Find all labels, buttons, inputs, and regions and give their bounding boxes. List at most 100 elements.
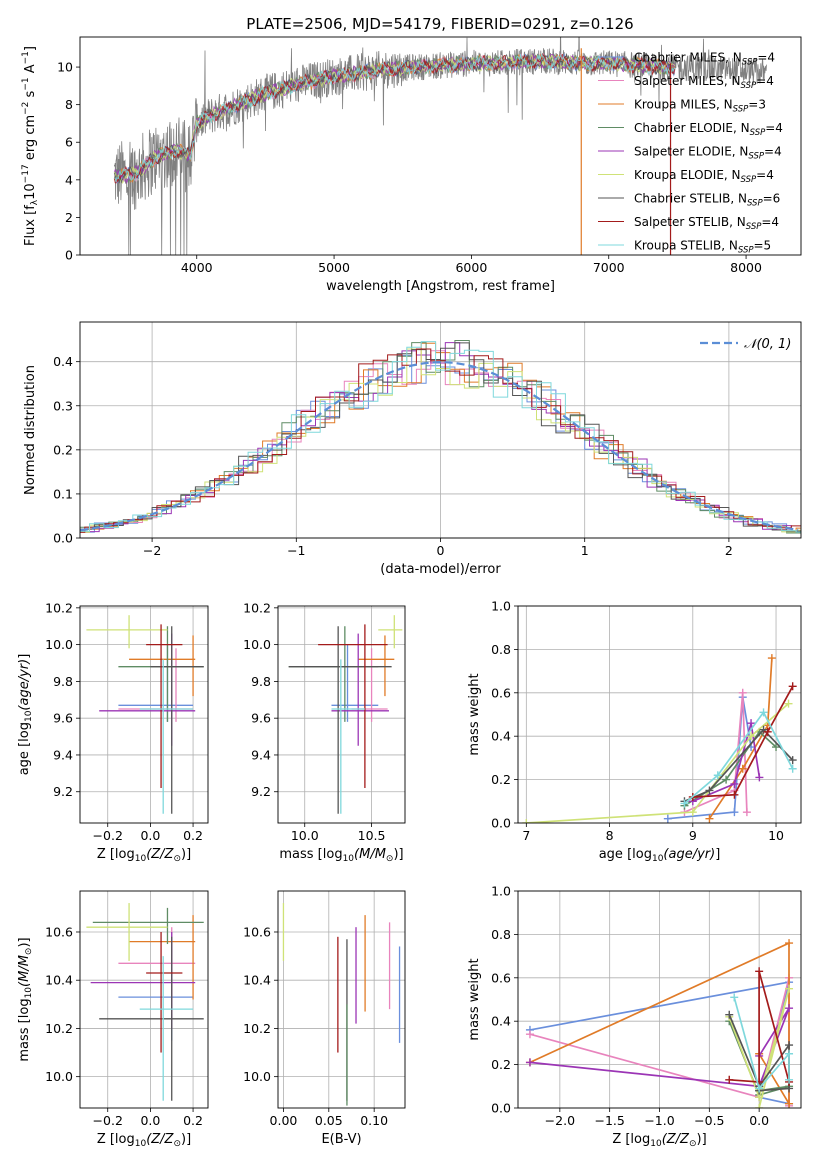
y-tick-label: 10.2 — [45, 600, 73, 615]
weight-marker-kroupa-elodie — [755, 1104, 764, 1108]
weight-marker-kroupa-stelib — [759, 708, 768, 717]
histogram-chabrier-stelib — [80, 342, 801, 532]
weight-marker-kroupa-miles — [738, 764, 747, 773]
label-part: 10 — [24, 710, 34, 722]
label-part: )] — [393, 847, 403, 862]
legend-label-tail: =3 — [748, 98, 766, 112]
x-tick-label: −1.0 — [644, 1113, 674, 1128]
legend-label-main: Kroupa STELIB, N — [634, 239, 738, 253]
weight-line-salpeter-stelib — [692, 685, 794, 798]
legend-label: Kroupa MILES, NSSP=3 — [634, 98, 766, 115]
weight-marker-kroupa-stelib — [755, 1084, 764, 1093]
y-tick-label: 0.2 — [491, 772, 511, 787]
legend-label-sub: SSP — [742, 58, 758, 68]
label-part: −1 — [21, 77, 31, 90]
weight-marker-kroupa-elodie — [785, 984, 794, 993]
errorbars — [288, 615, 403, 814]
label-part: ] — [715, 847, 720, 862]
y-tick-label: 0.0 — [491, 1101, 511, 1116]
x-tick-label: 0.2 — [183, 1113, 203, 1128]
x-axis-label: mass [log10(M/M⊙)] — [279, 847, 403, 864]
y-tick-label: 4 — [65, 172, 73, 187]
errorbars — [86, 903, 204, 1101]
legend-label-tail: =5 — [754, 239, 772, 253]
y-tick-label: 0.8 — [491, 642, 511, 657]
label-part: 10 — [650, 1139, 662, 1149]
histogram-salpeter-stelib — [80, 348, 801, 533]
weight-marker-kroupa-stelib — [785, 1049, 794, 1058]
weight-vs-metallicity-panel: −2.0 −1.5 −1.0 −0.5 0.0 0.0 0.2 0.4 0.6 0.8 1.0 Z [… — [467, 884, 802, 1149]
x-tick-label: 6000 — [455, 260, 487, 275]
label-part: )] — [697, 1132, 707, 1147]
weight-marker-salpeter-stelib — [725, 1075, 734, 1084]
y-axis-label: Flux [fλ10−17 erg cm−2 s−1 A−1] — [21, 46, 40, 246]
weight-marker-salpeter-miles — [525, 1030, 534, 1039]
weight-marker-chabrier-miles — [730, 808, 739, 817]
weight-marker-kroupa-miles — [785, 1099, 794, 1108]
weight-marker-kroupa-stelib — [730, 993, 739, 1002]
y-tick-label: 0.2 — [491, 1057, 511, 1072]
y-tick-label: 10.6 — [243, 924, 271, 939]
legend-label-main: Kroupa MILES, N — [634, 98, 733, 112]
x-tick-label: 10.0 — [291, 828, 319, 843]
label-part: (Z/Z — [146, 847, 174, 862]
x-tick-label: 10 — [768, 828, 784, 843]
residuals-panel: −2 −1 0 1 2 0.0 0.1 0.2 0.3 0.4 𝒩(0, 1) (data-model… — [23, 321, 802, 577]
legend-label: 𝒩(0, 1) — [744, 337, 791, 352]
weight-marker-salpeter-stelib — [763, 727, 772, 736]
y-tick-label: 9.6 — [251, 711, 271, 726]
legend-label: Kroupa ELODIE, NSSP=4 — [634, 168, 774, 185]
legend-label-sub: SSP — [748, 152, 764, 162]
y-tick-label: 10.0 — [45, 637, 73, 652]
weight-line-kroupa-stelib — [683, 710, 794, 805]
weight-marker-kroupa-stelib — [788, 764, 797, 773]
y-tick-label: 1.0 — [491, 884, 511, 899]
x-tick-label: −0.2 — [93, 828, 123, 843]
weight-lines — [522, 654, 797, 823]
weight-marker-salpeter-elodie — [525, 1058, 534, 1067]
normal-curve — [80, 360, 799, 532]
label-part: ⊙ — [24, 948, 34, 956]
x-tick-label: 0.0 — [749, 1113, 769, 1128]
label-part: −1 — [21, 51, 31, 64]
y-tick-label: 10.2 — [45, 1021, 73, 1036]
label-part: wavelength [Angstrom, rest frame] — [326, 279, 555, 294]
label-part: ] — [17, 654, 32, 659]
weight-marker-kroupa-elodie — [747, 732, 756, 741]
label-part: erg cm — [23, 115, 38, 164]
label-part: )] — [181, 847, 191, 862]
legend-label: Salpeter MILES, NSSP=4 — [634, 74, 774, 91]
legend-label-sub: SSP — [738, 246, 754, 256]
legend-label-main: Chabrier MILES, N — [634, 51, 742, 65]
legend-label: Chabrier STELIB, NSSP=6 — [634, 192, 780, 209]
label-part: Z [log — [97, 847, 135, 862]
x-tick-label: 7000 — [593, 260, 625, 275]
y-tick-label: 1.0 — [491, 599, 511, 614]
legend-label-sub: SSP — [747, 199, 763, 209]
legend-label-tail: =4 — [756, 168, 774, 182]
weight-line-kroupa-miles — [708, 658, 773, 820]
y-tick-label: 9.8 — [251, 674, 271, 689]
spectrum-panel: 4000 5000 6000 7000 8000 0 2 4 6 8 10 Chabrier MILE… — [21, 36, 802, 294]
label-part: Z [log — [97, 1132, 135, 1147]
label-part: 10 — [135, 1139, 147, 1149]
x-axis-label: (data-model)/error — [380, 562, 501, 577]
label-part: 10 — [23, 183, 38, 200]
y-axis-label: Normed distribution — [23, 365, 38, 495]
legend-label-tail: =6 — [763, 192, 781, 206]
y-tick-label: 0.1 — [53, 486, 73, 501]
x-tick-label: −2.0 — [545, 1113, 575, 1128]
x-axis-label: age [log10(age/yr)] — [599, 847, 721, 864]
legend-label-main: Salpeter MILES, N — [634, 74, 741, 88]
weight-marker-chabrier-stelib — [788, 756, 797, 765]
x-tick-label: 0.10 — [360, 1113, 388, 1128]
axes-frame — [79, 36, 802, 256]
x-tick-label: 9 — [689, 828, 697, 843]
legend-label-sub: SSP — [733, 105, 749, 115]
weight-marker-chabrier-stelib — [725, 1010, 734, 1019]
x-tick-label: 4000 — [181, 260, 213, 275]
axes-frame — [517, 890, 802, 1109]
y-tick-label: 6 — [65, 135, 73, 150]
x-tick-label: −1 — [287, 543, 305, 558]
